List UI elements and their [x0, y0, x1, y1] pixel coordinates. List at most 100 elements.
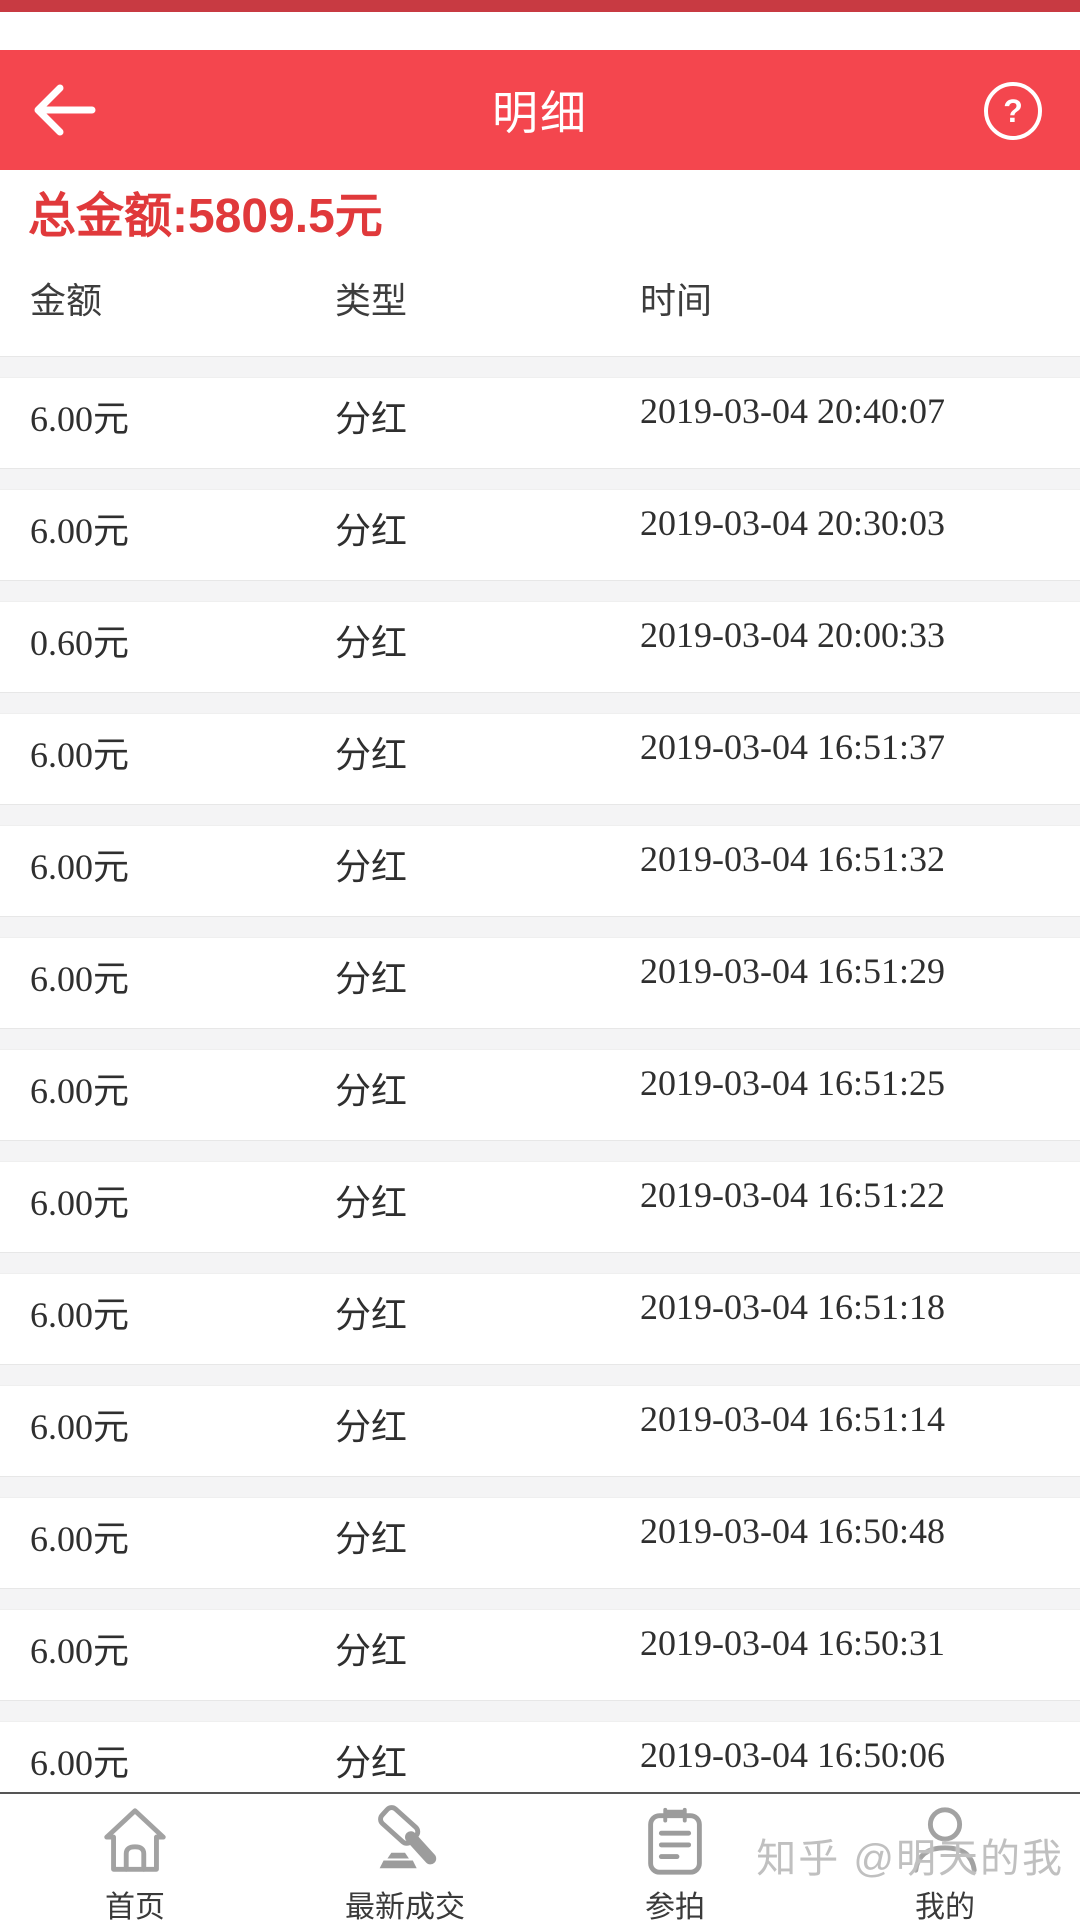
top-white-gap — [0, 12, 1080, 50]
row-amount: 6.00元 — [30, 959, 130, 999]
tab-label: 最新成交 — [345, 1891, 465, 1924]
row-time: 2019-03-04 20:40:07 — [640, 391, 945, 431]
column-header-amount: 金额 — [30, 280, 103, 321]
row-time: 2019-03-04 16:51:37 — [640, 727, 945, 767]
table-row: 6.00元 分红 2019-03-04 20:30:03 — [0, 468, 1080, 580]
row-type: 分红 — [335, 959, 408, 999]
row-type: 分红 — [335, 735, 408, 775]
gavel-icon — [366, 1802, 444, 1880]
row-body: 6.00元 分红 2019-03-04 16:51:37 — [0, 714, 1080, 816]
row-amount: 6.00元 — [30, 735, 130, 775]
row-separator — [0, 580, 1080, 602]
row-body: 6.00元 分红 2019-03-04 16:51:18 — [0, 1274, 1080, 1376]
row-time: 2019-03-04 16:51:22 — [640, 1175, 945, 1215]
row-type: 分红 — [335, 623, 408, 663]
back-button[interactable] — [30, 80, 100, 140]
table-row: 6.00元 分红 2019-03-04 16:50:48 — [0, 1476, 1080, 1588]
row-separator — [0, 1252, 1080, 1274]
row-separator — [0, 916, 1080, 938]
row-separator — [0, 804, 1080, 826]
row-amount: 6.00元 — [30, 1631, 130, 1671]
row-amount: 6.00元 — [30, 1743, 130, 1783]
table-row: 6.00元 分红 2019-03-04 16:51:32 — [0, 804, 1080, 916]
row-separator — [0, 1588, 1080, 1610]
row-time: 2019-03-04 16:50:06 — [640, 1735, 945, 1775]
table-column-headers: 金额 类型 时间 — [0, 272, 1080, 321]
help-button[interactable]: ? — [984, 82, 1042, 140]
row-type: 分红 — [335, 1743, 408, 1783]
row-body: 0.60元 分红 2019-03-04 20:00:33 — [0, 602, 1080, 704]
table-row: 6.00元 分红 2019-03-04 20:40:07 — [0, 356, 1080, 468]
row-body: 6.00元 分红 2019-03-04 16:51:32 — [0, 826, 1080, 928]
row-type: 分红 — [335, 1071, 408, 1111]
row-separator — [0, 1476, 1080, 1498]
row-body: 6.00元 分红 2019-03-04 16:50:48 — [0, 1498, 1080, 1600]
row-separator — [0, 468, 1080, 490]
row-body: 6.00元 分红 2019-03-04 16:51:14 — [0, 1386, 1080, 1488]
row-separator — [0, 1700, 1080, 1722]
row-amount: 6.00元 — [30, 399, 130, 439]
table-row: 6.00元 分红 2019-03-04 16:51:14 — [0, 1364, 1080, 1476]
row-amount: 6.00元 — [30, 847, 130, 887]
row-amount: 6.00元 — [30, 1071, 130, 1111]
table-row: 6.00元 分红 2019-03-04 16:51:18 — [0, 1252, 1080, 1364]
row-type: 分红 — [335, 847, 408, 887]
question-mark-icon: ? — [1003, 92, 1023, 129]
person-icon — [906, 1802, 984, 1880]
table-row: 6.00元 分红 2019-03-04 16:51:22 — [0, 1140, 1080, 1252]
row-body: 6.00元 分红 2019-03-04 16:51:22 — [0, 1162, 1080, 1264]
tab-latest-deals[interactable]: 最新成交 — [270, 1794, 540, 1924]
row-type: 分红 — [335, 1407, 408, 1447]
clipboard-icon — [636, 1802, 714, 1880]
row-amount: 6.00元 — [30, 1183, 130, 1223]
table-row: 6.00元 分红 2019-03-04 16:51:25 — [0, 1028, 1080, 1140]
row-time: 2019-03-04 20:00:33 — [640, 615, 945, 655]
row-type: 分红 — [335, 511, 408, 551]
row-time: 2019-03-04 20:30:03 — [640, 503, 945, 543]
back-arrow-icon — [30, 84, 100, 144]
table-row: 6.00元 分红 2019-03-04 16:50:31 — [0, 1588, 1080, 1700]
row-body: 6.00元 分红 2019-03-04 20:40:07 — [0, 378, 1080, 480]
row-time: 2019-03-04 16:51:14 — [640, 1399, 945, 1439]
table-row: 6.00元 分红 2019-03-04 16:51:29 — [0, 916, 1080, 1028]
row-type: 分红 — [335, 1519, 408, 1559]
page-title: 明细 — [492, 87, 588, 139]
row-amount: 6.00元 — [30, 1519, 130, 1559]
transactions-table: 6.00元 分红 2019-03-04 20:40:07 6.00元 分红 2019-03… — [0, 356, 1080, 1812]
row-type: 分红 — [335, 1631, 408, 1671]
status-bar-strip — [0, 0, 1080, 12]
row-type: 分红 — [335, 1183, 408, 1223]
row-amount: 6.00元 — [30, 1295, 130, 1335]
tab-home[interactable]: 首页 — [0, 1794, 270, 1924]
bottom-tab-bar: 首页 最新成交 参拍 — [0, 1792, 1080, 1924]
table-row: 6.00元 分红 2019-03-04 16:51:37 — [0, 692, 1080, 804]
row-amount: 0.60元 — [30, 623, 130, 663]
row-time: 2019-03-04 16:51:29 — [640, 951, 945, 991]
row-time: 2019-03-04 16:50:48 — [640, 1511, 945, 1551]
row-separator — [0, 692, 1080, 714]
app-header: 明细 ? — [0, 50, 1080, 170]
row-body: 6.00元 分红 2019-03-04 20:30:03 — [0, 490, 1080, 592]
tab-participate[interactable]: 参拍 — [540, 1794, 810, 1924]
total-amount: 总金额:5809.5元 — [28, 190, 383, 243]
row-time: 2019-03-04 16:51:25 — [640, 1063, 945, 1103]
row-amount: 6.00元 — [30, 511, 130, 551]
tab-label: 我的 — [915, 1891, 975, 1924]
row-body: 6.00元 分红 2019-03-04 16:50:31 — [0, 1610, 1080, 1712]
row-body: 6.00元 分红 2019-03-04 16:50:06 — [0, 1722, 1080, 1824]
row-time: 2019-03-04 16:50:31 — [640, 1623, 945, 1663]
row-type: 分红 — [335, 1295, 408, 1335]
row-body: 6.00元 分红 2019-03-04 16:51:29 — [0, 938, 1080, 1040]
table-row: 0.60元 分红 2019-03-04 20:00:33 — [0, 580, 1080, 692]
row-time: 2019-03-04 16:51:18 — [640, 1287, 945, 1327]
row-type: 分红 — [335, 399, 408, 439]
watermark: 知乎 @明天的我 — [756, 1837, 1064, 1881]
tab-mine[interactable]: 我的 — [810, 1794, 1080, 1924]
column-header-type: 类型 — [335, 280, 408, 321]
row-separator — [0, 1140, 1080, 1162]
row-time: 2019-03-04 16:51:32 — [640, 839, 945, 879]
tab-label: 首页 — [105, 1891, 165, 1924]
row-separator — [0, 1028, 1080, 1050]
home-icon — [96, 1802, 174, 1880]
row-amount: 6.00元 — [30, 1407, 130, 1447]
